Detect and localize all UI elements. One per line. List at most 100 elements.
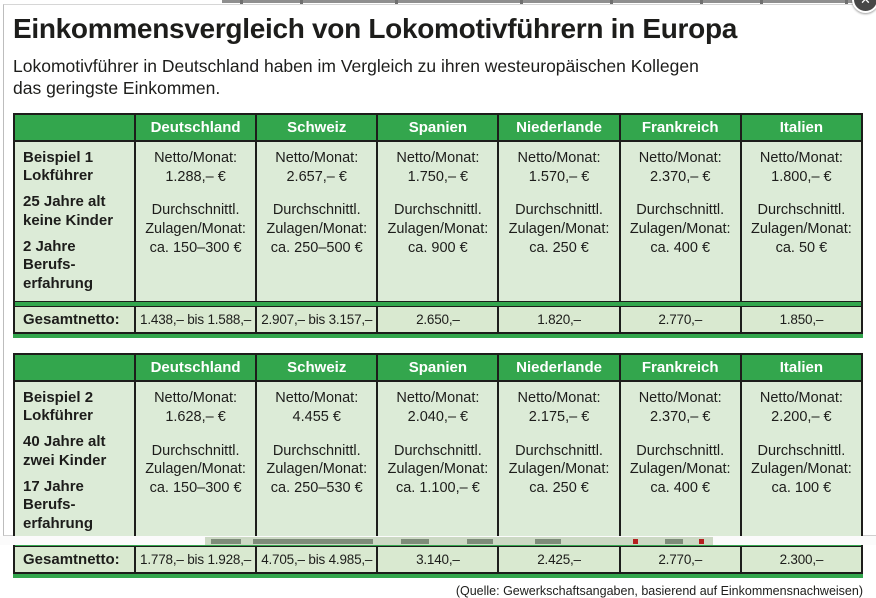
netto-value: 2.175,– € (528, 408, 590, 425)
col-header-deutschland: Deutschland (133, 353, 257, 382)
zulagen-label: Durchschnittl. (393, 202, 482, 219)
data-cell-schweiz: Netto/Monat: 2.657,– € Durchschnittl. Zu… (255, 140, 378, 302)
background-artifact (211, 539, 241, 544)
total-cell-frankreich: 2.770,– (618, 306, 741, 333)
col-header-spanien: Spanien (376, 113, 499, 142)
background-artifact (665, 539, 683, 544)
source-note: (Quelle: Gewerkschaftsangaben, basierend… (455, 583, 863, 598)
background-header-strip (222, 0, 876, 3)
netto-value: 1.628,– € (165, 408, 226, 425)
data-cell-italien: Netto/Monat: 1.800,– € Durchschnittl. Zu… (739, 140, 862, 302)
netto-label: Netto/Monat: (638, 389, 722, 406)
zulagen-value: ca. 1.100,– € (395, 480, 480, 497)
netto-value: 2.370,– € (649, 168, 711, 185)
data-cell-deutschland: Netto/Monat: 1.628,– € Durchschnittl. Zu… (133, 380, 257, 542)
background-artifact (240, 0, 243, 5)
income-table-example-1: Deutschland Schweiz Spanien Niederlande … (13, 112, 863, 334)
netto-value: 2.040,– € (407, 408, 469, 425)
total-cell-deutschland: 1.438,– bis 1.588,– (133, 306, 257, 333)
profile-line: 2 Jahre Berufs- erfahrung (23, 237, 94, 292)
col-header-spanien: Spanien (376, 353, 499, 382)
close-button[interactable]: ✕ (852, 0, 876, 13)
data-cell-spanien: Netto/Monat: 1.750,– € Durchschnittl. Zu… (376, 140, 499, 302)
zulagen-label: Durchschnittl. (515, 202, 603, 219)
data-cell-niederlande: Netto/Monat: 1.570,– € Durchschnittl. Zu… (497, 140, 620, 302)
background-artifact (395, 0, 398, 5)
netto-label: Netto/Monat: (154, 149, 238, 166)
zulagen-label: Durchschnittl. (757, 442, 846, 459)
data-cell-niederlande: Netto/Monat: 2.175,– € Durchschnittl. Zu… (497, 380, 620, 542)
netto-label: Netto/Monat: (275, 389, 359, 406)
separator-band (14, 300, 862, 307)
zulagen-label: Zulagen/Monat: (751, 461, 852, 478)
close-icon: ✕ (860, 0, 871, 8)
total-cell-spanien: 3.140,– (376, 546, 499, 573)
background-page-bottom-edge (0, 536, 876, 545)
netto-value: 1.800,– € (771, 168, 832, 185)
col-header-schweiz: Schweiz (255, 353, 378, 382)
netto-label: Netto/Monat: (517, 389, 601, 406)
zulagen-label: Zulagen/Monat: (145, 461, 246, 478)
zulagen-label: Durchschnittl. (757, 202, 846, 219)
netto-value: 2.657,– € (286, 168, 347, 185)
netto-value: 1.288,– € (165, 168, 226, 185)
col-header-niederlande: Niederlande (497, 113, 620, 142)
zulagen-label: Zulagen/Monat: (145, 221, 246, 238)
netto-label: Netto/Monat: (517, 149, 601, 166)
netto-label: Netto/Monat: (396, 389, 480, 406)
col-header-frankreich: Frankreich (618, 113, 741, 142)
header-row: Deutschland Schweiz Spanien Niederlande … (14, 113, 862, 142)
netto-label: Netto/Monat: (396, 149, 480, 166)
zulagen-value: ca. 250 € (529, 480, 589, 497)
col-header-italien: Italien (739, 113, 862, 142)
zulagen-label: Zulagen/Monat: (508, 461, 610, 478)
zulagen-label: Durchschnittl. (636, 202, 725, 219)
header-row: Deutschland Schweiz Spanien Niederlande … (14, 353, 862, 382)
total-row: Gesamtnetto: 1.438,– bis 1.588,– 2.907,–… (14, 306, 862, 333)
background-artifact (535, 539, 561, 544)
zulagen-label: Zulagen/Monat: (508, 221, 610, 238)
netto-value: 2.370,– € (649, 408, 711, 425)
netto-label: Netto/Monat: (154, 389, 238, 406)
zulagen-label: Durchschnittl. (272, 442, 361, 459)
zulagen-value: ca. 50 € (775, 240, 828, 257)
total-cell-frankreich: 2.770,– (618, 546, 741, 573)
data-row: Beispiel 2 Lokführer 40 Jahre alt zwei K… (14, 380, 862, 542)
profile-line: 25 Jahre alt keine Kinder (23, 193, 114, 229)
background-artifact-red (699, 539, 704, 544)
zulagen-label: Durchschnittl. (393, 442, 482, 459)
data-cell-deutschland: Netto/Monat: 1.288,– € Durchschnittl. Zu… (133, 140, 257, 302)
zulagen-label: Zulagen/Monat: (266, 221, 368, 238)
zulagen-label: Durchschnittl. (151, 202, 240, 219)
background-artifact-red (633, 539, 638, 544)
zulagen-label: Zulagen/Monat: (629, 461, 731, 478)
background-artifact (253, 539, 373, 544)
data-cell-schweiz: Netto/Monat: 4.455 € Durchschnittl. Zula… (255, 380, 378, 542)
netto-label: Netto/Monat: (759, 149, 843, 166)
zulagen-label: Zulagen/Monat: (387, 461, 489, 478)
netto-value: 1.570,– € (528, 168, 590, 185)
data-cell-italien: Netto/Monat: 2.200,– € Durchschnittl. Zu… (739, 380, 862, 542)
page-title: Einkommensvergleich von Lokomotivführern… (13, 13, 738, 44)
zulagen-value: ca. 900 € (408, 240, 468, 257)
zulagen-label: Durchschnittl. (151, 442, 240, 459)
zulagen-label: Durchschnittl. (272, 202, 361, 219)
col-header-deutschland: Deutschland (133, 113, 257, 142)
total-cell-schweiz: 2.907,– bis 3.157,– (255, 306, 378, 333)
background-mini-table (205, 537, 713, 545)
background-page-top-edge (0, 0, 876, 5)
zulagen-value: ca. 400 € (650, 240, 711, 257)
overlay-panel: Einkommensvergleich von Lokomotivführern… (3, 4, 876, 598)
netto-value: 4.455 € (292, 408, 341, 425)
zulagen-value: ca. 250–500 € (270, 240, 363, 257)
zulagen-value: ca. 150–300 € (149, 240, 242, 257)
netto-value: 1.750,– € (407, 168, 469, 185)
netto-label: Netto/Monat: (638, 149, 722, 166)
zulagen-value: ca. 250–530 € (270, 480, 363, 497)
background-artifact (760, 0, 763, 5)
profile-line: Beispiel 2 Lokführer (23, 388, 94, 425)
background-artifact (700, 0, 703, 5)
total-cell-spanien: 2.650,– (376, 306, 499, 333)
zulagen-value: ca. 250 € (529, 240, 589, 257)
background-artifact (610, 0, 613, 5)
